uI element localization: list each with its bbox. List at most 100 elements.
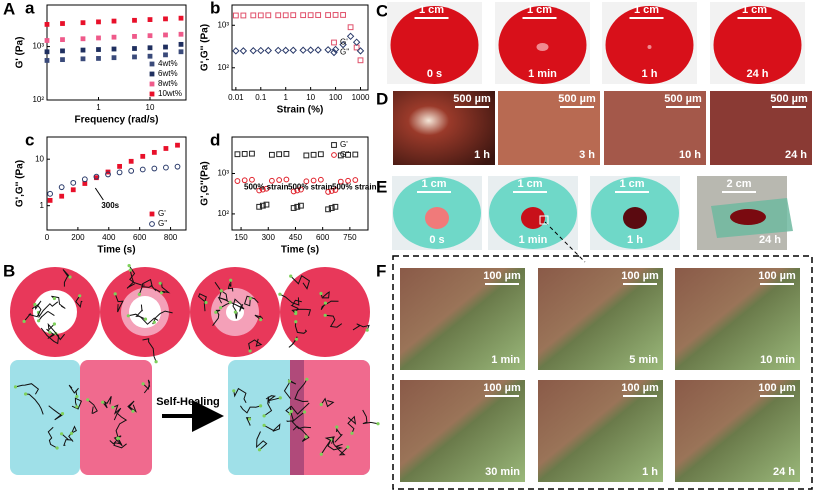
polymer-chain: [15, 383, 40, 395]
crosslink: [126, 314, 130, 318]
polymer-chain: [142, 379, 151, 394]
crosslink: [335, 425, 339, 429]
time-label: 0 s: [427, 68, 442, 80]
y-tick-label: 10³: [32, 42, 44, 51]
point: [317, 176, 324, 183]
polymer-chain: [47, 322, 65, 341]
legend-marker: [149, 71, 155, 77]
point: [276, 151, 283, 158]
polymer-chain: [362, 409, 379, 425]
scale-label: 100 µm: [758, 382, 796, 394]
point: [178, 31, 184, 37]
polymer-chain: [291, 411, 312, 430]
annotation: 500% strain: [288, 183, 333, 192]
point: [96, 19, 101, 25]
photo: 1 cm 1 h: [602, 2, 697, 84]
scale-label: 1 cm: [527, 4, 552, 16]
legend-label: 10wt%: [158, 89, 182, 98]
panel-label: D: [376, 89, 388, 108]
polymer-chain: [227, 280, 234, 292]
point: [163, 164, 169, 171]
polymer-chain: [214, 281, 228, 302]
annotation: 300s: [101, 201, 119, 210]
crosslink: [24, 392, 28, 396]
point: [283, 151, 290, 157]
legend-label: G': [158, 209, 166, 218]
polymer-chain: [61, 433, 73, 446]
gel-ring: [280, 267, 370, 357]
point: [325, 189, 332, 195]
photo: 100 µm 5 min: [538, 268, 663, 370]
point: [60, 48, 65, 54]
point: [298, 186, 304, 193]
time-label: 24 h: [746, 68, 768, 80]
point: [249, 47, 257, 55]
point: [331, 45, 340, 54]
annotation: 500% strain: [332, 183, 377, 192]
photo: 1 cm 1 min: [495, 2, 590, 84]
crosslink: [86, 398, 90, 402]
scale-label: 100 µm: [621, 382, 659, 394]
polymer-chain: [212, 309, 221, 327]
crosslink: [247, 417, 252, 421]
crosslink: [111, 405, 115, 409]
time-label: 24 h: [773, 466, 795, 478]
polymer-chain: [71, 397, 83, 410]
polymer-chain: [87, 399, 98, 414]
point: [268, 177, 275, 184]
x-tick-label: 450: [289, 233, 303, 242]
crosslink: [262, 423, 266, 427]
point: [47, 190, 53, 197]
point: [345, 177, 351, 184]
crosslink: [262, 414, 266, 418]
time-label: 1 h: [642, 466, 658, 478]
polymer-chain: [127, 400, 137, 413]
polymer-chain: [51, 295, 66, 309]
point: [140, 153, 146, 159]
scale-label: 1 cm: [421, 178, 446, 190]
point: [315, 12, 322, 18]
legend-label: 8wt%: [158, 79, 178, 88]
crosslink: [137, 292, 141, 296]
point: [328, 188, 335, 194]
scale-label: 100 µm: [758, 270, 796, 282]
y-tick-label: 10³: [217, 20, 229, 29]
polymer-chain: [279, 293, 300, 306]
polymer-chain: [31, 300, 42, 310]
time-label: 1 min: [519, 234, 548, 246]
scale-label: 500 µm: [558, 93, 596, 105]
polymer-chain: [229, 301, 245, 312]
y-tick-label: 10²: [217, 209, 229, 218]
point: [60, 37, 65, 43]
photo: 100 µm 1 min: [400, 268, 525, 370]
polymer-chain: [320, 436, 335, 455]
x-tick-label: 200: [71, 233, 85, 242]
polymer-chain: [113, 438, 127, 449]
x-tick-label: 100: [329, 93, 343, 102]
point: [283, 176, 290, 183]
point: [147, 17, 153, 22]
point: [294, 187, 301, 194]
point: [147, 45, 153, 51]
point: [178, 49, 184, 55]
scale-label: 500 µm: [664, 93, 702, 105]
point: [44, 22, 50, 27]
crosslink: [52, 296, 57, 301]
crosslink: [319, 452, 323, 456]
legend-marker: [331, 39, 337, 46]
crosslink: [304, 435, 308, 439]
photo: 100 µm 1 h: [538, 380, 663, 482]
point: [239, 47, 248, 55]
polymer-chain: [38, 301, 59, 319]
crosslink: [143, 317, 148, 321]
polymer-chain: [265, 395, 281, 402]
point: [151, 149, 157, 155]
y-tick-label: 10³: [217, 169, 229, 178]
crosslink: [22, 319, 26, 323]
time-label: 5 min: [629, 354, 658, 366]
scale-label: 1 cm: [742, 4, 767, 16]
point: [178, 15, 184, 21]
legend-label: G'': [340, 150, 350, 159]
crosslink: [365, 328, 369, 332]
point: [151, 165, 158, 172]
